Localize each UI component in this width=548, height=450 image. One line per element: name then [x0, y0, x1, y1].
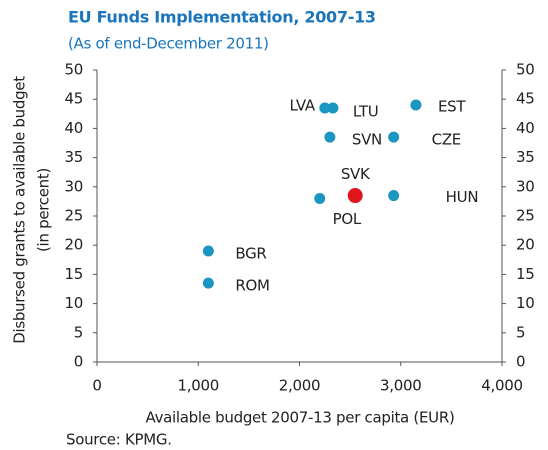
y-tick-label: 50 — [65, 61, 84, 79]
y-tick-label: 45 — [65, 90, 84, 108]
point-label: HUN — [446, 188, 479, 206]
point-label: LTU — [353, 102, 379, 120]
point — [327, 102, 339, 114]
y-tick-label: 40 — [65, 119, 84, 137]
x-axis-label: Available budget 2007-13 per capita (EUR… — [146, 409, 455, 427]
point — [324, 131, 336, 143]
y-tick-label-right: 40 — [516, 119, 535, 137]
y-tick-label: 5 — [74, 323, 83, 341]
point — [388, 190, 400, 202]
y-tick-label-right: 0 — [516, 353, 525, 371]
y-tick-label-right: 10 — [516, 294, 535, 312]
y-axis-label: Disbursed grants to available budget — [11, 76, 29, 344]
y-tick-label-right: 35 — [516, 148, 535, 166]
point-label: ROM — [235, 277, 269, 295]
point-label: SVN — [352, 131, 382, 149]
x-tick-label: 0 — [92, 377, 101, 395]
chart-subtitle: (As of end-December 2011) — [68, 35, 269, 53]
point — [202, 245, 214, 257]
x-tick-label: 4,000 — [481, 377, 522, 395]
point-label: BGR — [235, 245, 266, 263]
point — [388, 131, 400, 143]
x-tick-label: 2,000 — [279, 377, 320, 395]
y-tick-label-right: 20 — [516, 236, 535, 254]
point — [347, 188, 363, 204]
point — [319, 102, 331, 114]
point — [410, 99, 422, 111]
y-tick-label: 30 — [65, 177, 84, 195]
point — [202, 277, 214, 289]
y-tick-label-right: 45 — [516, 90, 535, 108]
y-tick-label: 10 — [65, 294, 84, 312]
y-tick-label-right: 15 — [516, 265, 535, 283]
x-tick-label: 1,000 — [178, 377, 219, 395]
y-tick-label: 35 — [65, 148, 84, 166]
y-tick-label: 15 — [65, 265, 84, 283]
y-tick-label: 25 — [65, 207, 84, 225]
point-label: EST — [438, 98, 466, 116]
y-tick-label-right: 30 — [516, 177, 535, 195]
y-tick-label: 20 — [65, 236, 84, 254]
source: Source: KPMG. — [66, 431, 172, 449]
chart-title: EU Funds Implementation, 2007-13 — [68, 8, 376, 27]
y-tick-label-right: 5 — [516, 323, 525, 341]
point-label: CZE — [432, 131, 461, 149]
y-tick-label: 0 — [74, 353, 83, 371]
point-label: POL — [333, 210, 362, 228]
x-tick-label: 3,000 — [380, 377, 421, 395]
y-tick-label-right: 50 — [516, 61, 535, 79]
y-tick-label-right: 25 — [516, 207, 535, 225]
point-label: LVA — [289, 96, 315, 114]
point-label: SVK — [341, 165, 371, 183]
point — [314, 192, 326, 204]
y-axis-label: (in percent) — [35, 168, 53, 252]
